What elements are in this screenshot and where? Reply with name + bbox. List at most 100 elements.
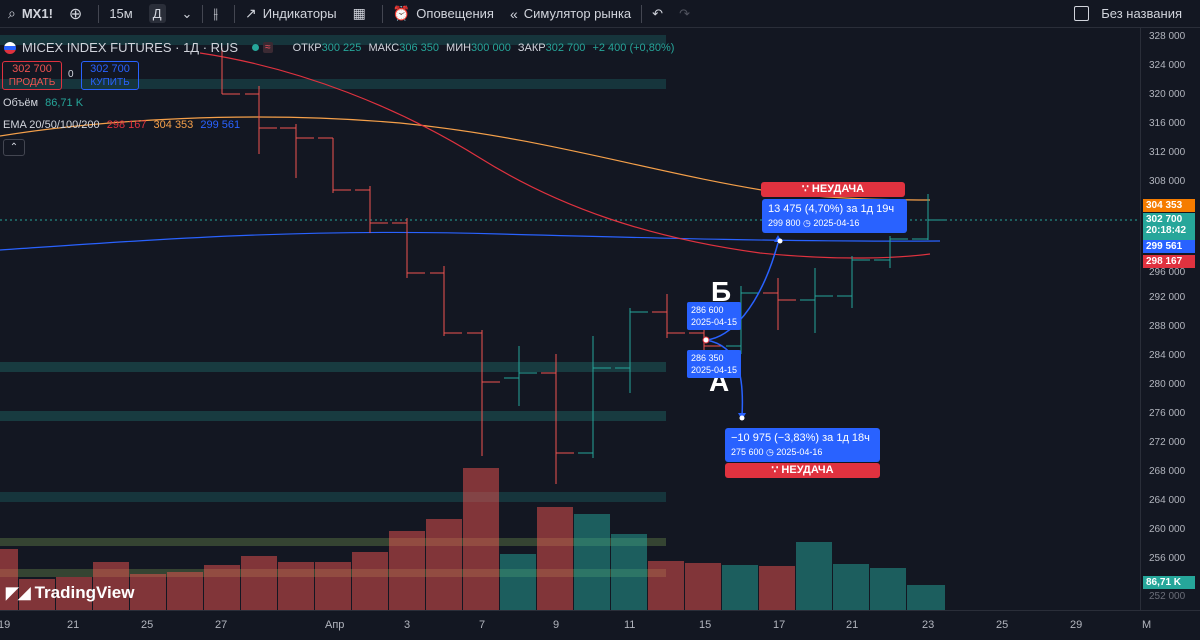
tradingview-logo[interactable]: ◤◢ TradingView <box>6 583 134 603</box>
time-tick: 11 <box>624 619 636 631</box>
up-projection-text: 13 475 (4,70%) за 1д 19ч <box>768 203 895 215</box>
last-price-badge: 302 700 20:18:42 <box>1143 213 1195 240</box>
alarm-clock-icon: ⏰ <box>392 5 411 21</box>
time-tick: 27 <box>215 619 228 631</box>
time-tick: 25 <box>996 619 1009 631</box>
close-value: 302 700 <box>545 41 586 54</box>
price-tick: 264 000 <box>1149 495 1186 506</box>
last-price-value: 302 700 <box>1146 214 1183 225</box>
volume-bar <box>463 468 499 610</box>
time-tick: М <box>1142 619 1152 631</box>
chart-area[interactable] <box>0 28 1140 610</box>
zone-band <box>0 538 666 546</box>
change-value: +2 400 (+0,80%) <box>592 41 675 54</box>
legend-title[interactable]: MICEX INDEX FUTURES · 1Д · RUS <box>22 40 239 55</box>
indicators-button[interactable]: ↗ Индикаторы <box>237 0 345 27</box>
buy-button[interactable]: 302 700 КУПИТЬ <box>81 61 139 90</box>
candle <box>467 330 500 456</box>
layout-button[interactable]: Без названия <box>1066 0 1190 27</box>
time-tick: 25 <box>141 619 154 631</box>
fail-badge-top[interactable]: ∵ НЕУДАЧА <box>761 182 905 197</box>
volume-bar <box>315 562 351 610</box>
ema-legend[interactable]: EMA 20/50/100/200 298 167 304 353 299 56… <box>3 119 240 131</box>
candle <box>245 86 277 154</box>
candles-icon: ⫲ <box>213 5 218 21</box>
volume-legend[interactable]: Объём 86,71 K <box>3 97 83 109</box>
candle <box>541 354 574 484</box>
down-projection-sub: 275 600 ◷ 2025-04-16 <box>731 447 823 457</box>
price-label-b-value: 286 600 <box>691 305 724 315</box>
alerts-button[interactable]: ⏰ Оповещения <box>385 0 502 27</box>
target-up-point <box>777 238 783 244</box>
ohlc-values: ОТКР300 225 МАКС306 350 МИН300 000 ЗАКР3… <box>293 42 675 54</box>
volume-bar <box>796 542 832 610</box>
candle <box>430 266 462 336</box>
price-label-a[interactable]: 286 350 2025-04-15 <box>687 350 742 378</box>
collapse-legend-button[interactable]: ⌃ <box>3 139 25 156</box>
sell-label: ПРОДАТЬ <box>8 77 56 88</box>
price-label-b[interactable]: 286 600 2025-04-15 <box>687 302 742 330</box>
candle <box>912 194 946 240</box>
time-tick: 3 <box>404 619 411 631</box>
ema-label: EMA 20/50/100/200 <box>3 119 100 131</box>
volume-bar <box>278 562 314 610</box>
candle <box>280 124 314 178</box>
chevron-down-icon: ⌄ <box>181 5 193 21</box>
chart-type-button[interactable]: ⫲ <box>205 0 232 27</box>
ema-50-value: 304 353 <box>153 119 194 131</box>
delayed-icon: ≈ <box>263 42 273 53</box>
buy-label: КУПИТЬ <box>90 77 130 88</box>
wave-label-b[interactable]: Б <box>711 276 732 307</box>
volume-bar <box>204 565 240 610</box>
candle <box>578 336 611 458</box>
interval-day-label: Д <box>148 4 166 23</box>
price-label-a-date: 2025-04-15 <box>691 365 738 375</box>
sell-button[interactable]: 302 700 ПРОДАТЬ <box>2 61 62 90</box>
time-axis[interactable]: 19 21 25 27 Апр 3 7 9 11 15 17 21 23 25 … <box>0 610 1200 640</box>
volume-bar <box>648 561 684 610</box>
time-tick: 21 <box>846 619 859 631</box>
volume-bar <box>574 514 610 610</box>
down-projection-box[interactable]: −10 975 (−3,83%) за 1д 18ч 275 600 ◷ 202… <box>725 428 880 462</box>
interval-dropdown[interactable]: ⌄ <box>174 0 201 27</box>
price-axis[interactable]: 328 000 324 000 320 000 316 000 312 000 … <box>1140 28 1200 610</box>
symbol-search[interactable]: ⌕ MX1! <box>0 0 61 27</box>
price-tick: 328 000 <box>1149 31 1186 42</box>
ema-20-badge: 298 167 <box>1143 255 1195 268</box>
countdown-value: 20:18:42 <box>1146 225 1187 236</box>
time-tick: 19 <box>0 619 11 631</box>
price-label-a-value: 286 350 <box>691 353 724 363</box>
replay-button[interactable]: « Симулятор рынка <box>502 0 639 27</box>
ema-20-line <box>199 52 931 259</box>
up-projection-box[interactable]: 13 475 (4,70%) за 1д 19ч 299 800 ◷ 2025-… <box>762 199 907 233</box>
redo-button[interactable]: ↷ <box>671 0 698 27</box>
low-label: МИН <box>446 41 472 54</box>
ema-100-value: 299 561 <box>200 119 241 131</box>
price-tick: 256 000 <box>1149 553 1186 564</box>
interval-15m[interactable]: 15м <box>109 6 133 21</box>
ema-50-badge: 304 353 <box>1143 199 1195 212</box>
price-tick: 308 000 <box>1149 176 1186 187</box>
time-tick: 23 <box>922 619 935 631</box>
legend-symbol-row: MICEX INDEX FUTURES · 1Д · RUS ≈ ОТКР300… <box>4 40 674 55</box>
volume-bar <box>389 531 425 610</box>
templates-button[interactable]: ▦ <box>345 0 380 27</box>
volume-bar <box>611 534 647 610</box>
candle <box>392 218 425 278</box>
candle <box>504 346 537 406</box>
candle <box>221 48 240 95</box>
volume-bar <box>537 507 573 610</box>
interval-day[interactable]: Д <box>141 0 174 27</box>
open-label: ОТКР <box>292 41 322 54</box>
zone-band <box>0 492 666 502</box>
fail-badge-bottom[interactable]: ∵ НЕУДАЧА <box>725 463 880 478</box>
divider <box>202 4 204 23</box>
close-label: ЗАКР <box>517 41 546 54</box>
tv-logo-icon: ◤◢ <box>6 585 31 602</box>
undo-button[interactable]: ↶ <box>644 0 671 27</box>
down-projection-text: −10 975 (−3,83%) за 1д 18ч <box>731 432 870 444</box>
price-tick: 284 000 <box>1149 350 1186 361</box>
high-value: 306 350 <box>399 41 439 54</box>
volume-bar <box>426 519 462 610</box>
compare-button[interactable]: ⊕ <box>61 0 96 27</box>
